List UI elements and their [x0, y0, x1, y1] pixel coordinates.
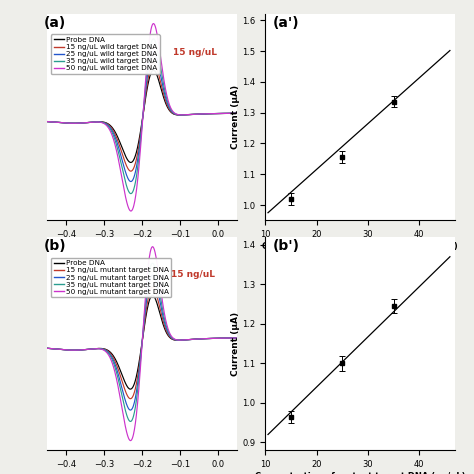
Text: 50 ng/uL: 50 ng/uL — [0, 473, 1, 474]
Text: 50 ng/uL: 50 ng/uL — [0, 473, 1, 474]
Legend: Probe DNA, 15 ng/uL wild target DNA, 25 ng/uL wild target DNA, 35 ng/uL wild tar: Probe DNA, 15 ng/uL wild target DNA, 25 … — [51, 34, 160, 74]
Text: 15 ng/uL: 15 ng/uL — [172, 270, 215, 279]
Y-axis label: Current (μA): Current (μA) — [231, 311, 240, 376]
Text: (b): (b) — [44, 239, 66, 253]
Text: 15 ng/uL: 15 ng/uL — [173, 47, 217, 56]
Text: (a'): (a') — [273, 16, 300, 30]
X-axis label: Concentration of mutant target DNA (ng/μL): Concentration of mutant target DNA (ng/μ… — [255, 472, 465, 474]
Legend: Probe DNA, 15 ng/uL mutant target DNA, 25 ng/uL mutant target DNA, 35 ng/uL muta: Probe DNA, 15 ng/uL mutant target DNA, 2… — [51, 258, 171, 297]
X-axis label: Potential (V vs Ag/AgCl): Potential (V vs Ag/AgCl) — [81, 245, 203, 254]
Y-axis label: Current (μA): Current (μA) — [231, 85, 240, 149]
Text: (a): (a) — [44, 16, 66, 30]
X-axis label: Concentration of wild target DNA (ng/μL): Concentration of wild target DNA (ng/μL) — [263, 242, 458, 251]
Text: (b'): (b') — [273, 239, 300, 253]
